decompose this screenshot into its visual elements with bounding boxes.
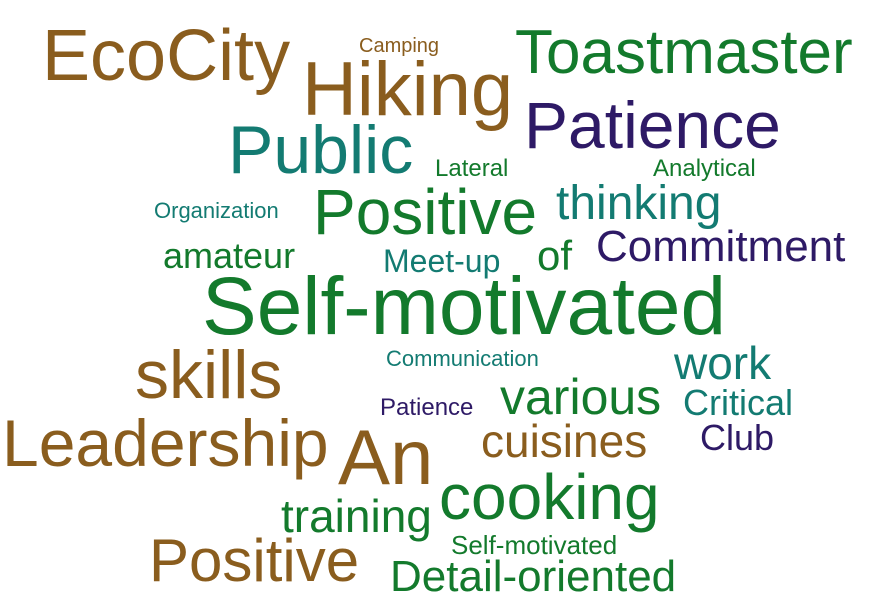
- word-cooking: cooking: [439, 461, 660, 533]
- word-patience-small: Patience: [380, 394, 474, 421]
- word-ecocity: EcoCity: [42, 16, 291, 96]
- word-commitment: Commitment: [596, 222, 846, 271]
- word-positive-top: Positive: [313, 176, 538, 248]
- word-self-motivated-large: Self-motivated: [202, 261, 727, 352]
- word-an: An: [338, 413, 434, 501]
- word-positive-bottom: Positive: [149, 527, 360, 594]
- word-leadership: Leadership: [2, 406, 329, 480]
- word-lateral: Lateral: [435, 155, 509, 182]
- word-club: Club: [700, 417, 775, 458]
- word-various: various: [500, 369, 662, 425]
- word-skills: skills: [135, 337, 283, 413]
- word-communication: Communication: [386, 346, 539, 371]
- word-self-motivated-small: Self-motivated: [451, 530, 618, 560]
- word-organization: Organization: [154, 198, 279, 223]
- word-critical: Critical: [683, 382, 794, 423]
- word-analytical: Analytical: [653, 155, 756, 182]
- word-cuisines: cuisines: [481, 415, 648, 467]
- word-public: Public: [228, 112, 414, 188]
- word-hiking: Hiking: [302, 47, 514, 132]
- word-of: of: [537, 232, 573, 279]
- word-thinking: thinking: [556, 177, 722, 230]
- word-detail-oriented: Detail-oriented: [390, 552, 677, 601]
- word-toastmaster: Toastmaster: [515, 18, 853, 87]
- word-training: training: [281, 490, 432, 542]
- word-camping: Camping: [359, 35, 440, 57]
- word-meetup: Meet-up: [383, 243, 501, 279]
- word-amateur: amateur: [163, 235, 296, 276]
- word-patience-large: Patience: [524, 88, 781, 162]
- word-work: work: [674, 337, 772, 389]
